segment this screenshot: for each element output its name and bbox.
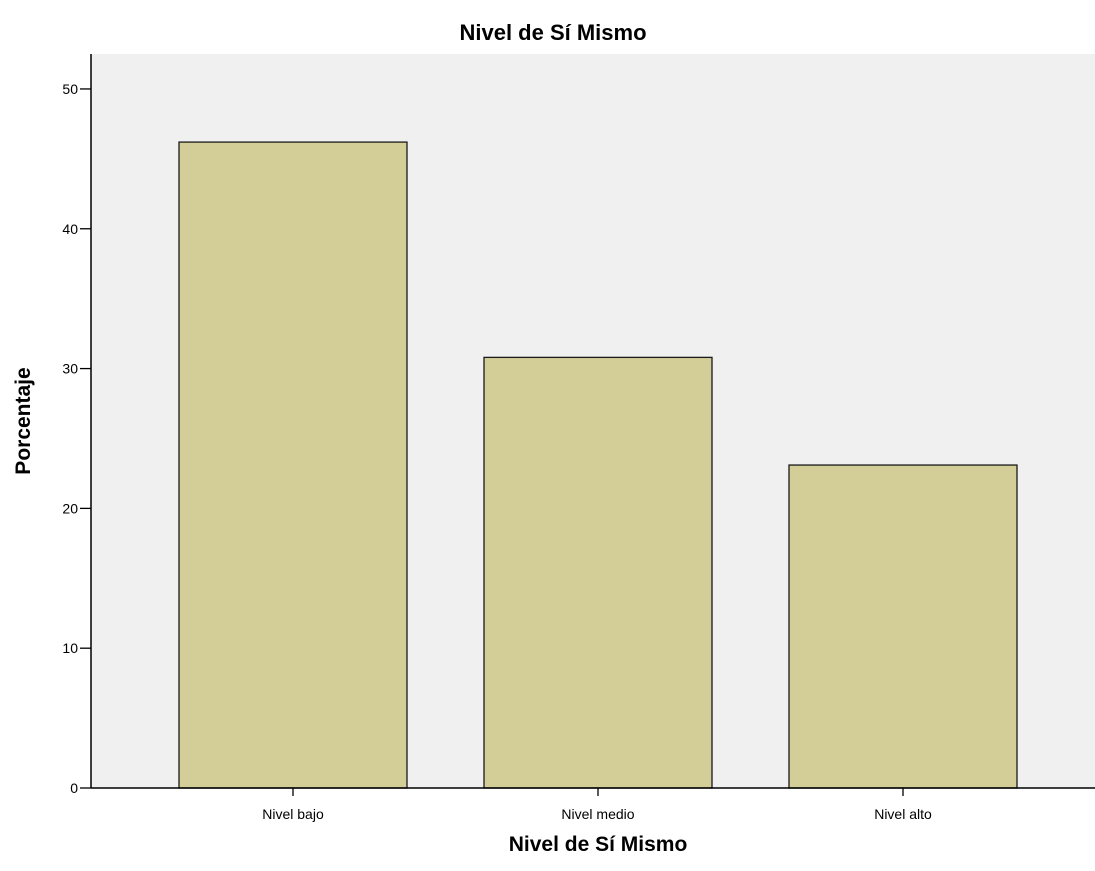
bar-nivel-bajo: [179, 142, 407, 788]
y-axis-ticks: 0 10 20 30 40 50: [62, 81, 91, 796]
x-axis-ticks: Nivel bajo Nivel medio Nivel alto: [262, 788, 932, 822]
y-tick-label: 30: [62, 361, 78, 377]
bar-nivel-medio: [484, 357, 712, 788]
bar-nivel-alto: [789, 465, 1017, 788]
y-tick-label: 40: [62, 221, 78, 237]
x-tick-label: Nivel medio: [561, 806, 634, 822]
y-tick-label: 20: [62, 500, 78, 516]
y-tick-label: 10: [62, 640, 78, 656]
x-tick-label: Nivel bajo: [262, 806, 324, 822]
x-tick-label: Nivel alto: [874, 806, 932, 822]
y-tick-label: 50: [62, 81, 78, 97]
y-tick-label: 0: [70, 780, 78, 796]
y-axis-title: Porcentaje: [12, 367, 35, 474]
x-axis-title: Nivel de Sí Mismo: [509, 833, 688, 856]
chart-title: Nivel de Sí Mismo: [459, 20, 646, 45]
